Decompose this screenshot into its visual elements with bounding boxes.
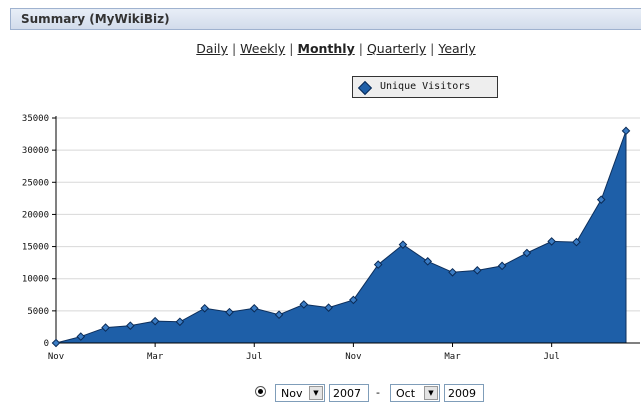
- period-yearly-link[interactable]: Yearly: [438, 41, 476, 56]
- data-point: [522, 248, 532, 258]
- y-tick-label: 25000: [22, 178, 49, 188]
- data-point: [101, 323, 110, 332]
- x-tick-label: Mar: [444, 352, 461, 362]
- period-daily-link[interactable]: Daily: [196, 41, 228, 56]
- visitors-chart: 0 5000 10000 15000 20000 25000 30000 35000 Nov Ma…: [22, 114, 640, 362]
- y-tick-label: 30000: [22, 146, 49, 156]
- to-month-value: Oct: [396, 387, 416, 400]
- from-month-select[interactable]: Nov ▼: [275, 384, 325, 402]
- data-point: [497, 261, 507, 271]
- data-point: [572, 237, 581, 247]
- period-monthly-link[interactable]: Monthly: [297, 41, 355, 56]
- y-tick-label: 35000: [22, 114, 49, 124]
- date-range-radio[interactable]: [255, 386, 266, 397]
- data-point: [200, 303, 210, 313]
- data-point: [274, 310, 284, 320]
- data-point: [547, 237, 556, 246]
- data-point: [621, 126, 631, 136]
- x-tick-label: Nov: [345, 352, 361, 362]
- data-point: [423, 257, 433, 266]
- data-point: [448, 267, 457, 277]
- y-tick-label: 5000: [27, 307, 49, 317]
- x-tick-label: Mar: [147, 352, 164, 362]
- legend-label: Unique Visitors: [380, 81, 471, 92]
- range-separator: -: [376, 386, 380, 399]
- from-year-field[interactable]: 2007: [329, 384, 369, 402]
- data-point: [175, 317, 185, 327]
- chevron-down-icon[interactable]: ▼: [424, 386, 438, 400]
- data-point: [398, 240, 408, 249]
- data-point: [472, 266, 482, 275]
- data-point: [225, 307, 234, 317]
- data-point: [150, 316, 160, 326]
- to-month-select[interactable]: Oct ▼: [390, 384, 440, 402]
- y-tick-label: 0: [44, 339, 49, 349]
- data-point: [249, 303, 259, 313]
- data-point: [76, 332, 86, 341]
- data-point: [349, 295, 358, 305]
- y-tick-label: 20000: [22, 210, 49, 220]
- y-tick-label: 15000: [22, 243, 49, 253]
- chart-legend: Unique Visitors: [352, 76, 498, 98]
- data-point: [51, 338, 61, 348]
- data-point: [596, 195, 606, 204]
- to-year-field[interactable]: 2009: [444, 384, 484, 402]
- x-tick-label: Jul: [246, 352, 262, 362]
- period-weekly-link[interactable]: Weekly: [240, 41, 286, 56]
- page-title: Summary (MyWikiBiz): [21, 12, 170, 26]
- data-point: [299, 300, 309, 309]
- x-tick-label: Nov: [48, 352, 64, 362]
- summary-header: Summary (MyWikiBiz): [10, 8, 641, 30]
- period-selector: Daily | Weekly | Monthly | Quarterly | Yearly: [196, 41, 476, 56]
- from-month-value: Nov: [281, 387, 303, 400]
- data-point: [324, 303, 333, 312]
- chevron-down-icon[interactable]: ▼: [309, 386, 323, 400]
- y-tick-label: 10000: [22, 275, 49, 285]
- x-tick-label: Jul: [544, 352, 560, 362]
- data-point: [126, 321, 135, 330]
- period-quarterly-link[interactable]: Quarterly: [366, 41, 427, 56]
- data-point: [373, 260, 383, 269]
